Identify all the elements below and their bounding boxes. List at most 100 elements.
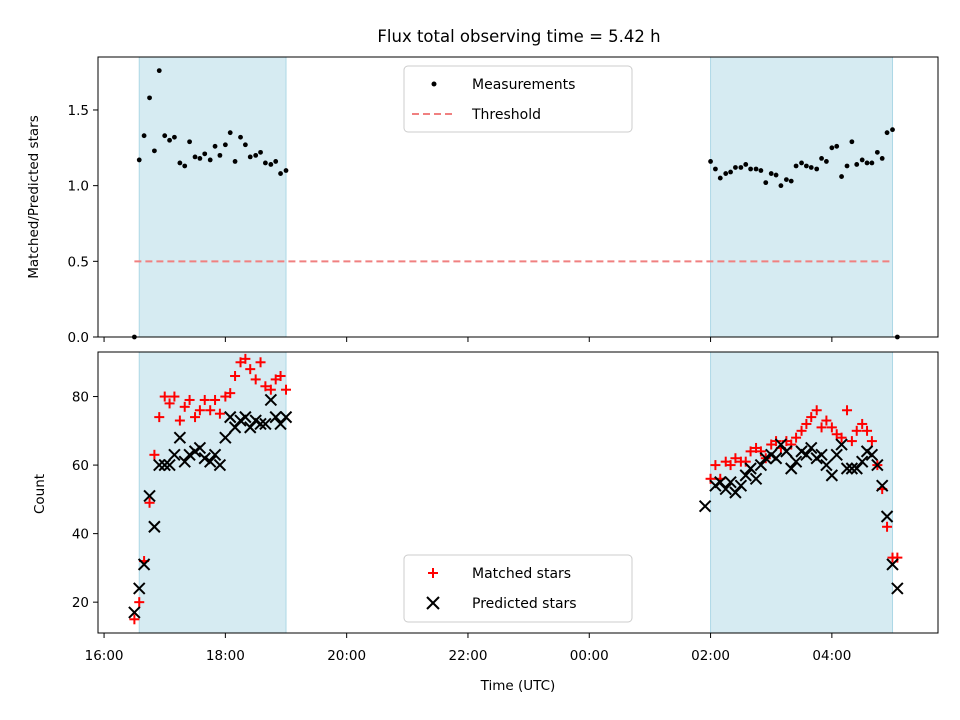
predicted-star-marker (269, 410, 282, 424)
matched-star-marker (265, 384, 276, 395)
matched-star-marker (745, 446, 756, 457)
marker-stroke (891, 582, 904, 595)
shaded-interval-0 (138, 351, 287, 634)
marker-stroke (173, 431, 187, 444)
predicted-star-marker (825, 469, 839, 482)
predicted-star-marker (759, 452, 772, 465)
y-tick-label: 60 (72, 458, 89, 474)
matched-star-marker (260, 381, 271, 392)
y-tick-label: 0.5 (68, 254, 89, 270)
predicted-star-marker (880, 510, 894, 523)
predicted-stars-points (128, 393, 904, 619)
matched-star-marker (240, 353, 251, 364)
marker-stroke (128, 606, 141, 619)
marker-stroke (183, 448, 196, 462)
predicted-star-marker (173, 431, 187, 444)
matched-star-marker (862, 425, 873, 436)
marker-stroke (198, 452, 211, 465)
marker-stroke (698, 500, 712, 513)
measurement-point (819, 156, 824, 161)
x-axis-ticks: 16:00 18:00 20:00 22:00 00:00 02:00 04:00 (85, 633, 851, 664)
marker-stroke (830, 448, 843, 462)
predicted-star-marker (153, 458, 166, 472)
marker-stroke (840, 462, 854, 475)
matched-star-marker (811, 405, 822, 416)
matched-star-marker (851, 425, 862, 436)
predicted-star-marker (754, 458, 768, 472)
marker-stroke (744, 462, 757, 475)
measurement-point (849, 139, 855, 145)
legend-label-measurements: Measurements (472, 77, 575, 93)
y-tick-label: 40 (72, 527, 89, 543)
predicted-star-marker (744, 462, 757, 475)
marker-stroke (865, 448, 879, 462)
measurement-point (834, 143, 840, 149)
predicted-star-marker (886, 558, 899, 571)
marker-stroke (269, 410, 282, 424)
measurement-point (844, 163, 850, 169)
measurement-point (212, 143, 218, 149)
legend-marker-matched (428, 568, 438, 578)
marker-stroke (795, 445, 808, 458)
marker-stroke (254, 417, 267, 431)
marker-stroke (264, 393, 278, 407)
predicted-star-marker (780, 445, 793, 458)
measurement-point (217, 152, 223, 158)
measurement-point (763, 180, 769, 186)
predicted-star-marker (224, 410, 237, 424)
marker-stroke (719, 482, 732, 496)
x-axis-ticks (103, 337, 833, 342)
matched-star-marker (796, 425, 807, 436)
measurement-point (167, 137, 172, 143)
measurement-point (864, 160, 870, 166)
measurement-point (743, 162, 749, 167)
matched-star-marker (184, 394, 195, 405)
measurement-point (283, 168, 289, 173)
measurement-point (829, 145, 835, 151)
marker-stroke (785, 462, 798, 475)
y-tick-label: 1.5 (68, 103, 89, 119)
marker-stroke (800, 448, 813, 462)
measurement-point (227, 130, 233, 136)
marker-stroke (780, 445, 793, 458)
matched-star-marker (194, 405, 205, 416)
marker-stroke (714, 476, 727, 489)
marker-stroke (835, 438, 848, 451)
marker-stroke (259, 417, 272, 431)
predicted-star-marker (724, 476, 737, 489)
legend-bottom: Matched stars Predicted stars (403, 554, 633, 623)
legend-label-threshold: Threshold (471, 107, 541, 123)
measurement-point (890, 127, 895, 133)
shaded-interval-0 (138, 56, 287, 338)
marker-stroke (148, 520, 161, 533)
measurement-point (156, 68, 162, 74)
marker-stroke (820, 458, 833, 472)
marker-stroke (765, 448, 778, 462)
measurement-point (141, 133, 147, 139)
predicted-star-marker (855, 455, 869, 468)
matched-star-marker (801, 418, 812, 429)
predicted-star-marker (254, 417, 267, 431)
measurement-point (207, 157, 213, 163)
measurement-point (738, 165, 744, 170)
predicted-star-marker (845, 462, 859, 475)
measurement-point (788, 178, 794, 184)
matched-star-marker (806, 412, 817, 423)
predicted-star-marker (208, 448, 222, 462)
measurement-point (152, 148, 157, 154)
y-tick-label: 1.0 (68, 179, 89, 195)
marker-stroke (754, 458, 768, 472)
predicted-star-marker (785, 462, 798, 475)
predicted-star-marker (259, 417, 272, 431)
measurement-point (758, 168, 764, 173)
shaded-interval-1 (710, 56, 894, 338)
predicted-star-marker (219, 431, 232, 444)
measurement-point (879, 156, 885, 161)
marker-stroke (178, 455, 191, 468)
measurement-point (869, 160, 875, 166)
predicted-star-marker (158, 458, 171, 472)
marker-stroke (825, 469, 839, 482)
matched-star-marker (866, 436, 877, 447)
y-axis-label: Count (32, 474, 48, 514)
x-axis-label: Time (UTC) (480, 678, 556, 694)
